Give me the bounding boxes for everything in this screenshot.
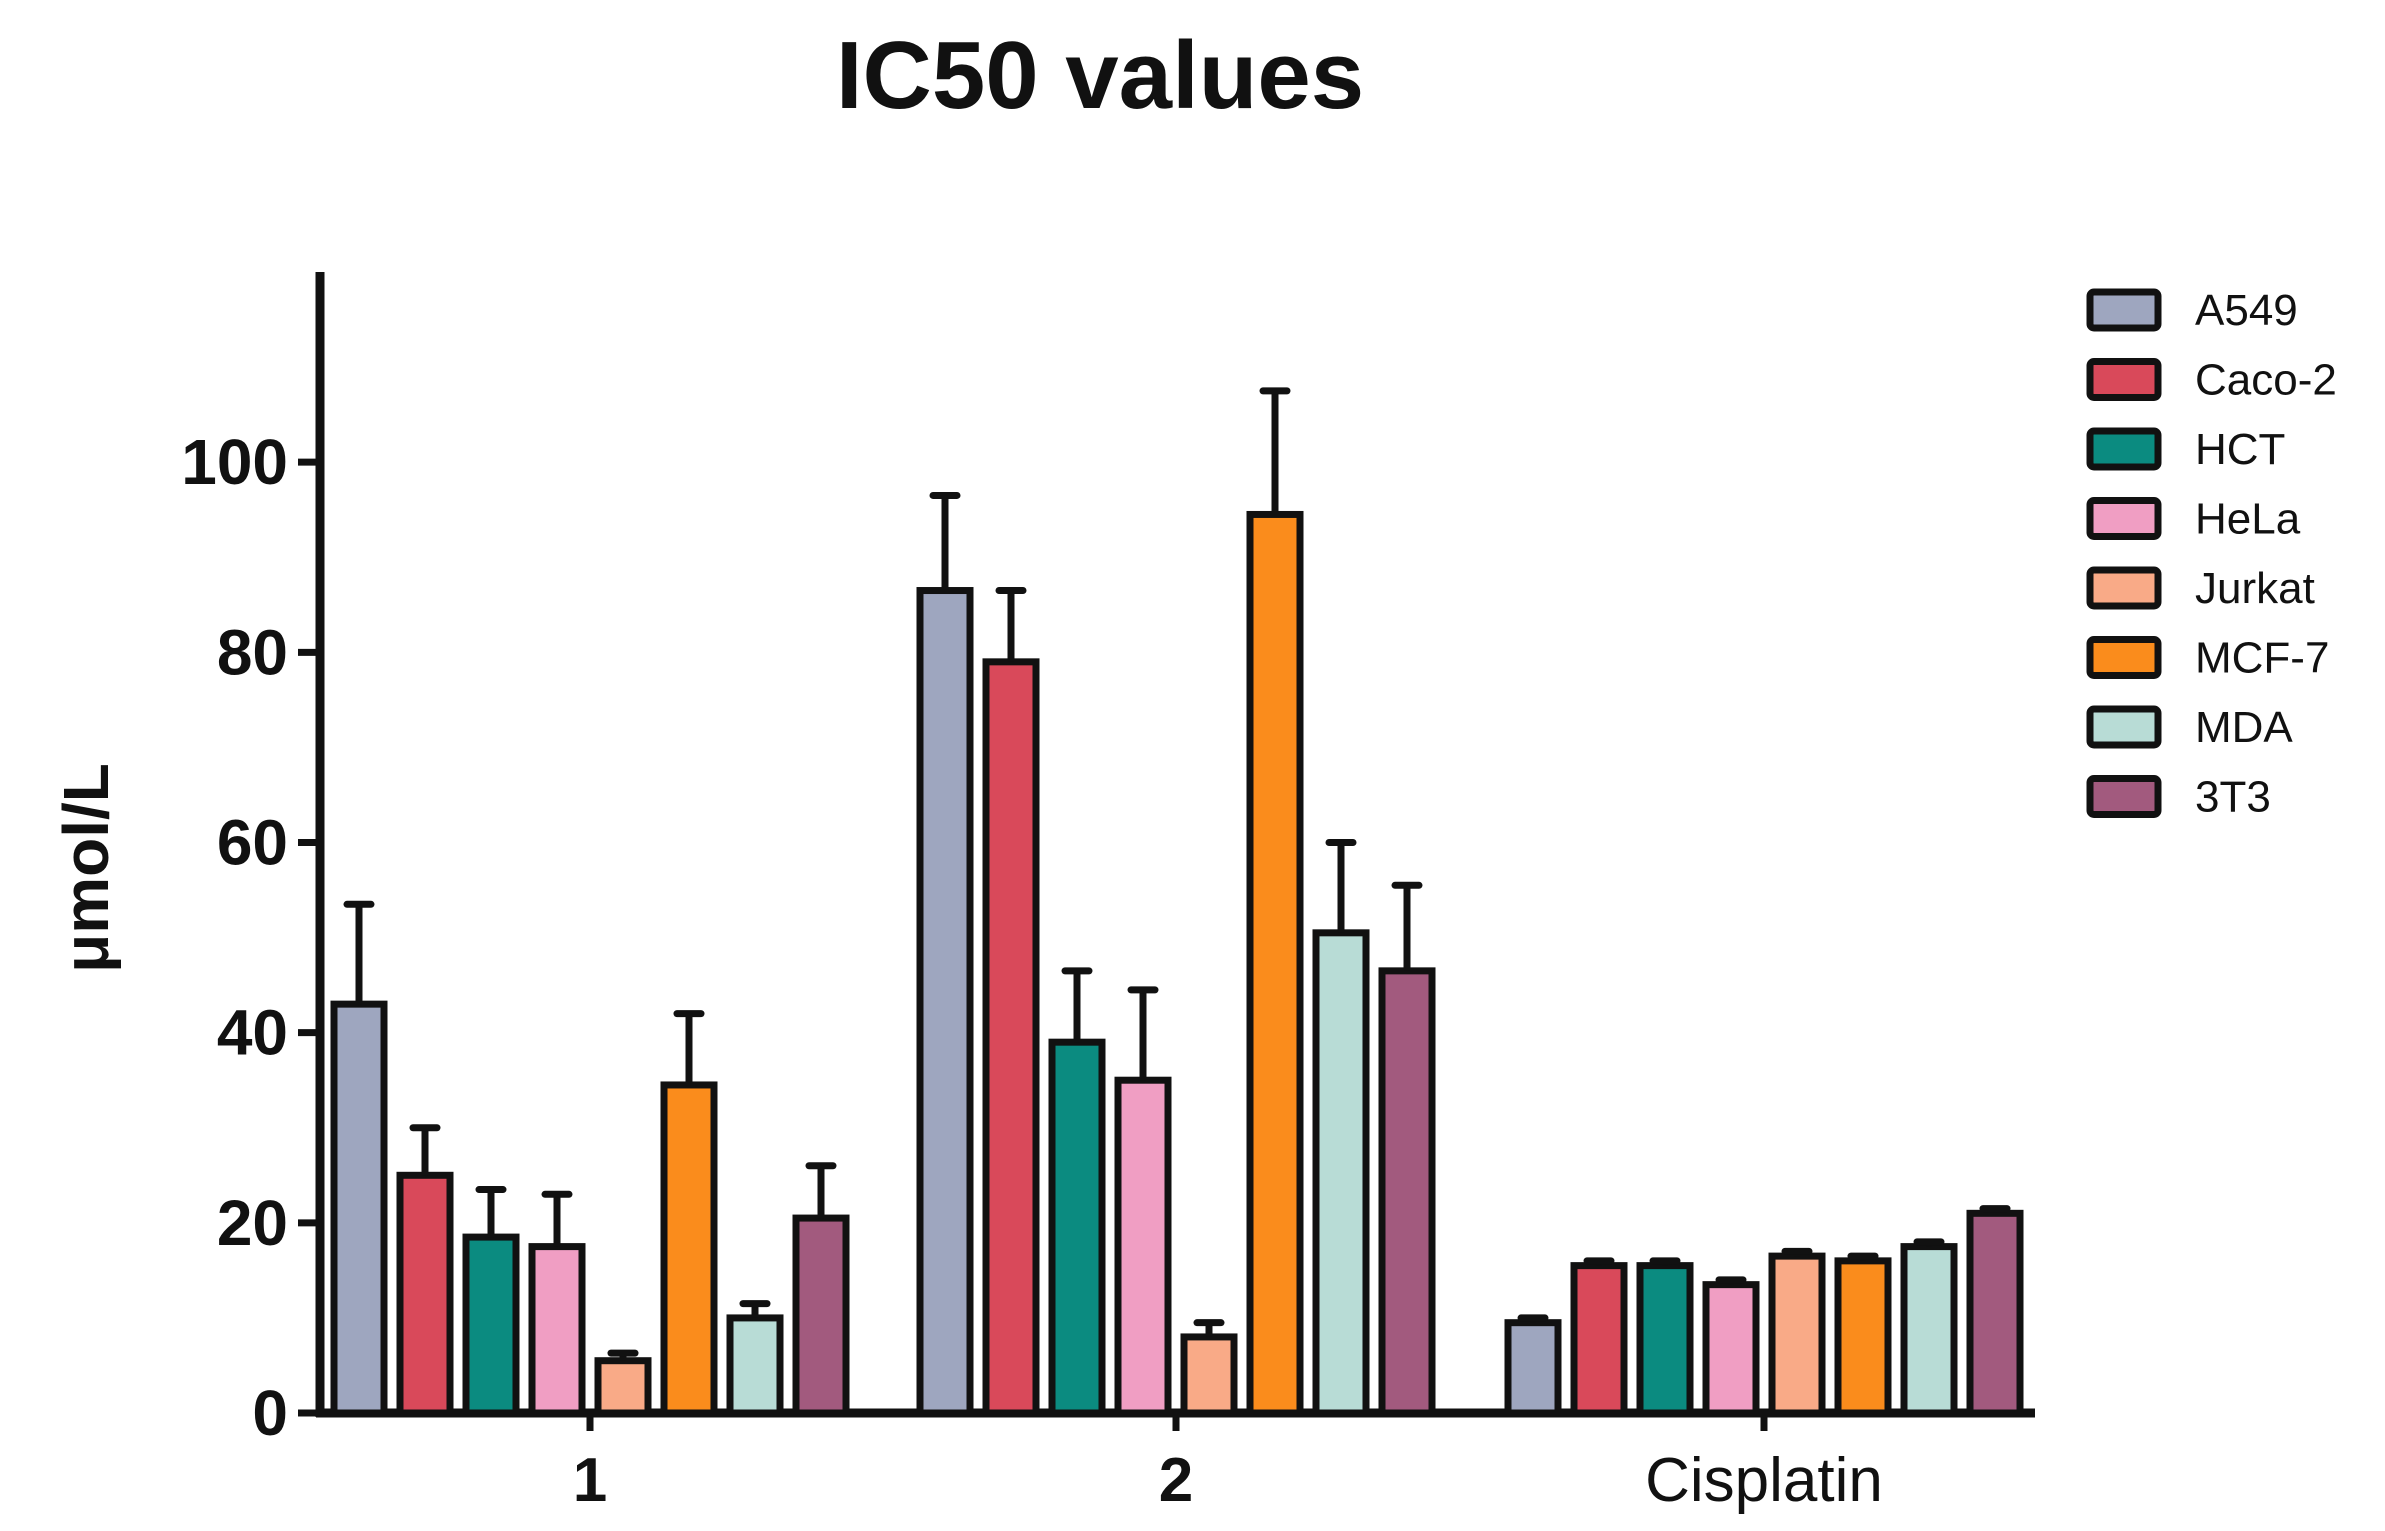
bar-HCT-1	[462, 1233, 520, 1417]
legend-label: Caco-2	[2195, 356, 2337, 405]
legend-item-HCT: HCT	[2086, 425, 2285, 474]
legend-swatch	[2086, 497, 2162, 540]
legend-label: HeLa	[2195, 495, 2301, 544]
x-tick-label: Cisplatin	[1645, 1446, 1883, 1515]
x-axis: 1 2 Cisplatin	[316, 1408, 2035, 1515]
bar-A549-1	[330, 1000, 388, 1417]
bar-3T3-1	[792, 1214, 850, 1417]
legend-item-MDA: MDA	[2086, 703, 2293, 752]
bar-MDA-2	[1312, 929, 1370, 1417]
series-Caco-2	[396, 587, 1628, 1417]
bar-MCF-7-1	[660, 1081, 718, 1417]
legend-item-A549: A549	[2086, 286, 2298, 335]
bar-MCF-7-Cisplatin	[1834, 1257, 1892, 1417]
x-tick-label: 2	[1159, 1446, 1193, 1515]
legend-item-Caco-2: Caco-2	[2086, 356, 2337, 405]
bar-MDA-1	[726, 1314, 784, 1417]
bar-Jurkat-Cisplatin	[1768, 1252, 1826, 1417]
bar-Caco-2-2	[982, 658, 1040, 1417]
y-tick-label: 80	[217, 616, 288, 688]
legend-item-HeLa: HeLa	[2086, 495, 2301, 544]
bar-HCT-2	[1048, 1038, 1106, 1417]
bar-Caco-2-Cisplatin	[1570, 1262, 1628, 1417]
legend-label: A549	[2195, 286, 2298, 335]
bar-Caco-2-1	[396, 1171, 454, 1417]
bar-3T3-Cisplatin	[1966, 1209, 2024, 1417]
legend-swatch	[2086, 358, 2162, 401]
chart-title: IC50 values	[836, 22, 1364, 129]
bar-MCF-7-2	[1246, 510, 1304, 1417]
legend-label: HCT	[2195, 425, 2285, 474]
bar-Jurkat-2	[1180, 1333, 1238, 1417]
legend-label: 3T3	[2195, 773, 2271, 822]
series-MCF-7	[660, 387, 1892, 1417]
legend-swatch	[2086, 427, 2162, 471]
y-axis-label: μmol/L	[50, 763, 122, 973]
y-tick-label: 60	[217, 807, 288, 879]
legend: A549 Caco-2 HCT HeLa Jurkat MCF-7 MDA 3T3	[2086, 286, 2337, 822]
series-A549	[330, 491, 1562, 1417]
legend-item-MCF-7: MCF-7	[2086, 634, 2329, 683]
bars	[330, 387, 2024, 1417]
bar-Jurkat-1	[594, 1357, 652, 1417]
y-tick-label: 40	[217, 997, 288, 1069]
series-3T3	[792, 881, 2024, 1417]
bar-3T3-2	[1378, 967, 1436, 1417]
legend-item-Jurkat: Jurkat	[2086, 564, 2315, 613]
bar-A549-2	[916, 587, 974, 1417]
y-axis: 0 20 40 60 80 100	[181, 272, 325, 1449]
series-MDA	[726, 839, 1958, 1417]
bar-HeLa-2	[1114, 1076, 1172, 1417]
x-tick-label: 1	[573, 1446, 607, 1515]
legend-label: MDA	[2195, 703, 2293, 752]
legend-swatch	[2086, 288, 2162, 332]
legend-swatch	[2086, 566, 2162, 610]
legend-swatch	[2086, 636, 2162, 679]
legend-label: Jurkat	[2195, 564, 2315, 613]
y-tick-label: 0	[252, 1377, 288, 1449]
bar-HCT-Cisplatin	[1636, 1262, 1694, 1417]
y-tick-label: 100	[181, 426, 288, 498]
legend-swatch	[2086, 705, 2162, 749]
series-HeLa	[528, 986, 1760, 1417]
legend-label: MCF-7	[2195, 634, 2329, 683]
legend-item-3T3: 3T3	[2086, 773, 2271, 822]
series-Jurkat	[594, 1247, 1826, 1417]
bar-HeLa-1	[528, 1243, 586, 1417]
bar-HeLa-Cisplatin	[1702, 1281, 1760, 1417]
series-HCT	[462, 967, 1694, 1417]
bar-MDA-Cisplatin	[1900, 1243, 1958, 1417]
y-tick-label: 20	[217, 1187, 288, 1259]
bar-A549-Cisplatin	[1504, 1319, 1562, 1417]
legend-swatch	[2086, 775, 2162, 818]
